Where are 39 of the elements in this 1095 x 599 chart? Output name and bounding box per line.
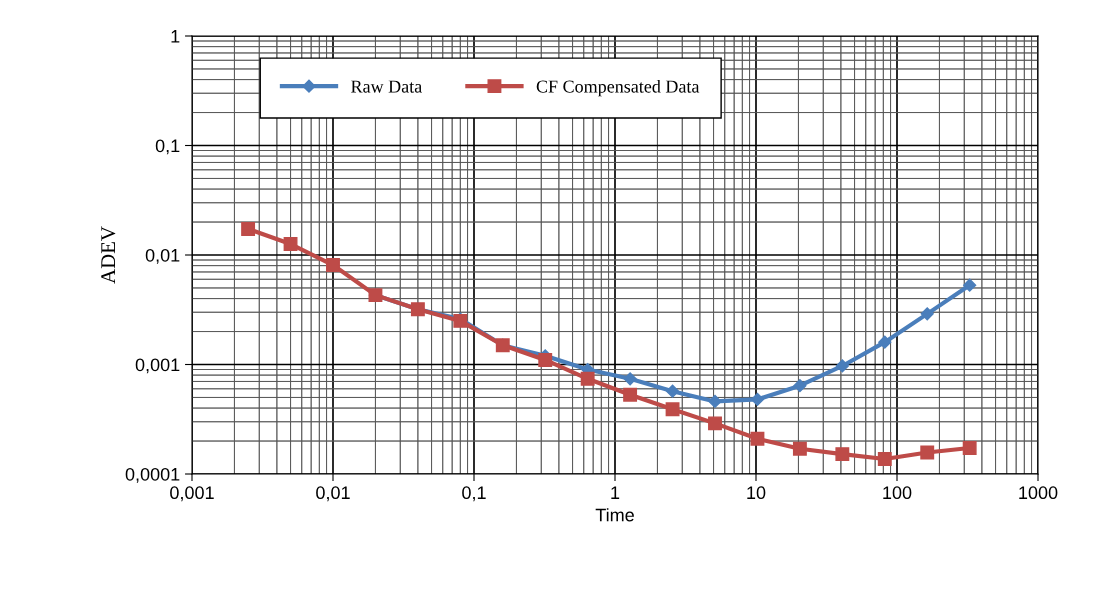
point [326,258,340,272]
x-axis-title: Time [595,508,634,522]
point [877,452,892,466]
point [963,278,977,292]
point [792,441,807,456]
point [665,384,680,398]
x-tick-label: 0,1 [462,486,486,502]
x-tick-label: 0,01 [316,486,350,502]
point [878,335,892,349]
legend-label: Raw Data [351,80,422,93]
y-tick-label: 1 [171,30,180,43]
y-tick-label: 0,001 [135,358,180,374]
point [835,359,849,373]
y-tick-label: 0,0001 [125,467,180,483]
y-axis-title: ADEV [101,226,116,284]
point [241,221,256,236]
point [708,394,722,409]
point [750,392,765,406]
point [665,402,680,417]
x-tick-label: 0,001 [170,486,214,502]
point [750,431,765,446]
point [920,445,935,460]
x-tick-label: 1000 [1019,486,1058,500]
x-tick-label: 100 [883,486,912,500]
point [920,307,934,321]
point [623,387,638,402]
point [835,447,850,462]
point [580,371,595,386]
point [283,237,298,251]
point [708,416,722,431]
y-tick-label: 0,1 [155,139,180,155]
point [962,440,977,455]
x-tick-label: 10 [747,486,766,500]
x-tick-label: 1 [611,486,620,499]
y-tick-label: 0,01 [145,248,180,264]
legend-label: CF Compensated Data [536,79,700,97]
point [793,379,807,393]
point [538,353,553,367]
point [623,372,637,386]
